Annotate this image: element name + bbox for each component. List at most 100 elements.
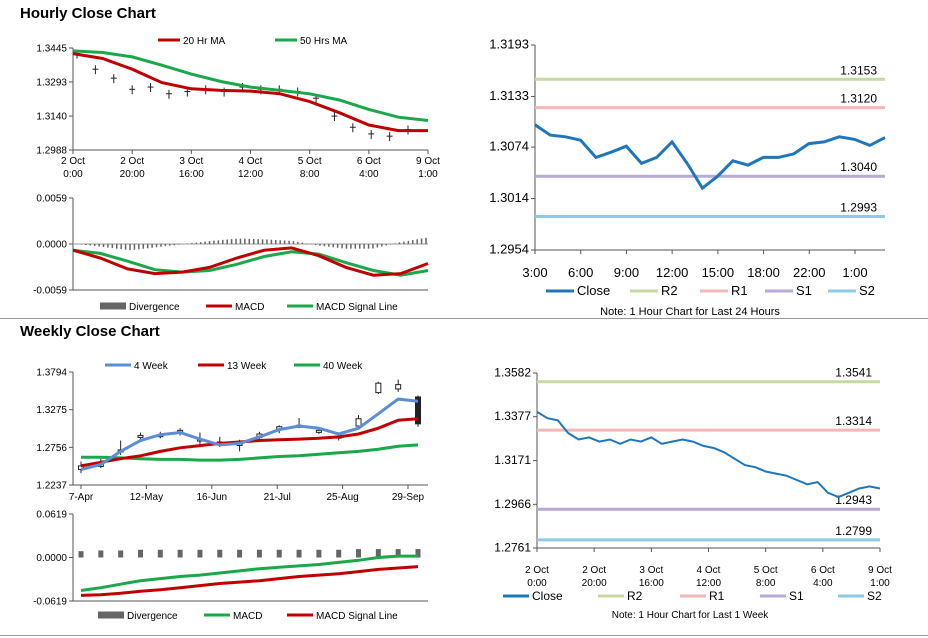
weekly-1w-x-tick-label: 8:00	[756, 578, 776, 589]
weekly-1w-legend-label: R1	[709, 589, 725, 603]
weekly-macd-legend-label: MACD Signal Line	[316, 611, 398, 622]
hourly-price-x-tick-label: 2 Oct	[61, 156, 85, 167]
weekly-divergence-bar	[375, 549, 381, 558]
weekly-price-x-tick-label: 21-Jul	[264, 492, 291, 503]
hourly-macd-signal-line	[72, 248, 429, 277]
hourly-price-x-tick-label: 6 Oct	[357, 156, 381, 167]
hourly-24h-x-tick-label: 6:00	[568, 265, 593, 280]
weekly-divergence-bar	[217, 549, 223, 558]
weekly-1w-x-tick-label: 0:00	[527, 578, 547, 589]
weekly-price-y-tick-label: 1.2756	[36, 443, 67, 454]
weekly-1w-x-tick-label: 5 Oct	[754, 565, 778, 576]
hourly-macd-legend-label: MACD Signal Line	[316, 302, 398, 313]
hourly-macd-line	[72, 246, 429, 277]
weekly-price-legend-label: 13 Week	[227, 361, 267, 372]
weekly-1w-y-tick-label: 1.2966	[494, 497, 531, 511]
weekly-price-y-tick-label: 1.2237	[36, 481, 67, 492]
weekly-divergence-bar	[157, 549, 163, 558]
weekly-1w-x-tick-label: 6 Oct	[811, 565, 835, 576]
hourly-24h-x-tick-label: 12:00	[656, 265, 689, 280]
weekly-1w-y-tick-label: 1.2761	[494, 541, 531, 555]
weekly-candle-body	[315, 429, 322, 433]
weekly-candle-body	[415, 396, 421, 425]
hourly-price-x-tick-label: 0:00	[63, 169, 83, 180]
hourly-24h-x-tick-label: 18:00	[747, 265, 780, 280]
hourly-price-y-tick-label: 1.3445	[36, 44, 67, 55]
hourly-price-x-tick-label: 5 Oct	[298, 156, 322, 167]
hourly-price-legend-label: 20 Hr MA	[183, 36, 226, 47]
hourly-24h-x-tick-label: 3:00	[522, 265, 547, 280]
hourly-chart-title: Hourly Close Chart	[20, 5, 156, 22]
weekly-1w-y-tick-label: 1.3582	[494, 366, 531, 380]
hourly-macd-legend-label: Divergence	[129, 302, 180, 313]
weekly-1w-y-tick-label: 1.3377	[494, 409, 531, 423]
hourly-24h-level-label: 1.3040	[840, 160, 877, 174]
weekly-1w-level-label: 1.2943	[835, 493, 872, 507]
hourly-24h-legend-label: Close	[577, 283, 610, 298]
hourly-24h-y-tick-label: 1.3014	[489, 190, 529, 205]
weekly-macd-y-tick-label: -0.0619	[33, 597, 67, 608]
weekly-divergence-bar	[98, 550, 104, 558]
bottom-divider	[0, 635, 928, 636]
weekly-divergence-bar	[177, 549, 183, 558]
weekly-divergence-bar	[237, 549, 243, 558]
hourly-price-x-tick-label: 12:00	[238, 169, 263, 180]
weekly-1w-level-label: 1.3314	[835, 414, 872, 428]
weekly-price-x-tick-label: 29-Sep	[392, 492, 425, 503]
weekly-1w-level-label: 1.2799	[835, 524, 872, 538]
weekly-1w-x-tick-label: 1:00	[870, 578, 890, 589]
hourly-macd-y-tick-label: 0.0059	[36, 194, 67, 205]
weekly-price-x-tick-label: 7-Apr	[69, 492, 94, 503]
weekly-1w-note: Note: 1 Hour Chart for Last 1 Week	[612, 610, 770, 621]
weekly-divergence-bar	[316, 549, 322, 558]
hourly-price-x-tick-label: 4:00	[359, 169, 379, 180]
weekly-price-legend-label: 4 Week	[134, 361, 169, 372]
hourly-price-x-tick-label: 16:00	[179, 169, 204, 180]
weekly-divergence-bar	[336, 549, 342, 558]
weekly-divergence-bar	[78, 551, 84, 558]
weekly-divergence-bar	[356, 549, 362, 558]
hourly-24h-legend-label: S2	[859, 283, 875, 298]
hourly-24h-x-tick-label: 1:00	[842, 265, 867, 280]
weekly-1w-x-tick-label: 12:00	[696, 578, 721, 589]
weekly-1w-level-label: 1.3541	[835, 366, 872, 380]
hourly-macd-legend-label: MACD	[235, 302, 264, 313]
hourly-price-x-tick-label: 20:00	[120, 169, 145, 180]
weekly-candle-body	[355, 418, 362, 427]
weekly-macd-signal-line	[80, 565, 419, 597]
hourly-price-x-tick-label: 1:00	[418, 169, 438, 180]
hourly-price-x-tick-label: 8:00	[300, 169, 320, 180]
weekly-price-x-tick-label: 12-May	[130, 492, 163, 503]
weekly-price-y-tick-label: 1.3794	[36, 368, 67, 379]
weekly-1w-x-tick-label: 16:00	[639, 578, 664, 589]
weekly-candle-body	[395, 384, 402, 390]
weekly-candle-body	[375, 382, 382, 394]
hourly-price-x-tick-label: 2 Oct	[120, 156, 144, 167]
weekly-price-x-tick-label: 25-Aug	[326, 492, 358, 503]
weekly-1w-x-tick-label: 4 Oct	[697, 565, 721, 576]
weekly-close-line	[536, 410, 881, 499]
weekly-divergence-bar	[276, 549, 282, 558]
hourly-price-legend-label: 50 Hrs MA	[300, 36, 348, 47]
weekly-1w-x-tick-label: 3 Oct	[639, 565, 663, 576]
hourly-24h-level-label: 1.2993	[840, 201, 877, 215]
weekly-divergence-bar	[256, 549, 262, 558]
weekly-price-x-tick-label: 16-Jun	[197, 492, 228, 503]
hourly-price-x-tick-label: 3 Oct	[179, 156, 203, 167]
hourly-ma50-line	[72, 49, 429, 122]
weekly-1w-legend-label: Close	[532, 589, 563, 603]
weekly-1w-x-tick-label: 9 Oct	[868, 565, 892, 576]
hourly-price-x-tick-label: 9 Oct	[416, 156, 440, 167]
hourly-macd-y-tick-label: 0.0000	[36, 240, 67, 251]
hourly-close-line	[534, 123, 886, 191]
hourly-24h-legend-label: R2	[661, 283, 678, 298]
weekly-price-legend-label: 40 Week	[323, 361, 363, 372]
hourly-price-y-tick-label: 1.3140	[36, 112, 67, 123]
hourly-24h-note: Note: 1 Hour Chart for Last 24 Hours	[600, 306, 780, 318]
hourly-price-y-tick-label: 1.3293	[36, 77, 67, 88]
weekly-1w-y-tick-label: 1.3171	[494, 453, 531, 467]
weekly-1w-legend-label: R2	[627, 589, 643, 603]
hourly-24h-level-label: 1.3153	[840, 63, 877, 77]
weekly-divergence-bar	[137, 549, 143, 558]
